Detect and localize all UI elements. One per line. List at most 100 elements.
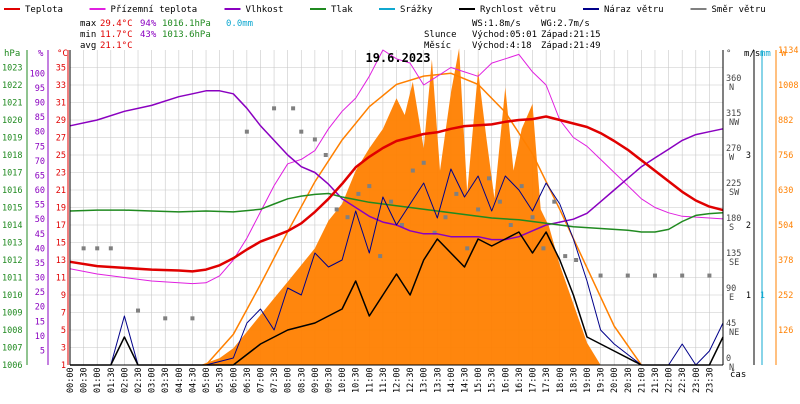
rain-axis-unit: mm <box>760 49 771 59</box>
wind-direction-point <box>465 246 470 251</box>
stat-temp: 21.1°C <box>100 41 133 51</box>
wind-direction-point <box>272 106 277 111</box>
direction-tick-dir: E <box>729 293 734 303</box>
direction-tick-dir: N <box>729 83 734 93</box>
x-tick-label: 20:30 <box>624 367 634 393</box>
stat-hum: 94% <box>140 19 157 29</box>
x-tick-label: 13:00 <box>420 367 430 393</box>
humidity-tick-label: 65 <box>35 171 45 181</box>
legend-entry: Vlhkost <box>246 5 284 15</box>
humidity-tick-label: 40 <box>35 244 45 254</box>
wind-direction-point <box>707 273 712 278</box>
lines <box>69 49 724 366</box>
x-tick-label: 09:30 <box>324 367 334 393</box>
pressure-tick-label: 1009 <box>2 309 22 319</box>
pressure-tick-label: 1021 <box>2 99 22 109</box>
series-line-gust <box>70 168 724 366</box>
legend-entry: Rychlost větru <box>480 5 556 15</box>
wind-direction-point <box>108 246 113 251</box>
pressure-tick-label: 1010 <box>2 291 22 301</box>
humidity-tick-label: 20 <box>35 303 45 313</box>
x-tick-label: 07:30 <box>270 367 280 393</box>
x-tick-label: 02:00 <box>120 367 130 393</box>
wind-tick-label: 3 <box>746 151 751 161</box>
x-tick-label: 23:30 <box>705 367 715 393</box>
wind-direction-point <box>476 207 481 212</box>
humidity-tick-label: 70 <box>35 157 45 167</box>
temperature-tick-label: 9 <box>61 291 66 301</box>
chart-title: 19.6.2023 <box>365 51 430 65</box>
x-tick-label: 21:30 <box>651 367 661 393</box>
wind-direction-point <box>399 223 404 227</box>
wind-direction-point <box>421 160 426 165</box>
stat-label: avg <box>80 41 96 51</box>
stat-press: 1013.6hPa <box>162 30 211 40</box>
wind-tick-label: 1 <box>746 291 751 301</box>
x-tick-label: 20:00 <box>610 367 620 393</box>
wind-direction-point <box>410 168 415 173</box>
sun-label: Slunce <box>424 30 457 40</box>
pressure-axis-unit: hPa <box>4 49 20 59</box>
wind-direction-point <box>299 129 304 134</box>
humidity-tick-label: 25 <box>35 288 45 298</box>
stat-temp: 29.4°C <box>100 19 133 29</box>
solar-tick-label: 1134 <box>778 46 798 56</box>
x-tick-label: 18:30 <box>569 367 579 393</box>
temperature-tick-label: 17 <box>56 221 66 231</box>
solar-tick-label: 378 <box>778 256 793 266</box>
humidity-tick-label: 55 <box>35 201 45 211</box>
stat-temp: 11.7°C <box>100 30 133 40</box>
legend-entry: Přízemní teplota <box>111 5 198 15</box>
humidity-tick-label: 30 <box>35 274 45 284</box>
moonrise: Východ:4:18 <box>472 41 532 51</box>
wind-direction-point <box>432 230 437 235</box>
series-line-press <box>69 192 724 233</box>
direction-tick-deg: 45 <box>726 319 736 329</box>
wind-direction-point <box>552 199 557 204</box>
humidity-tick-label: 60 <box>35 186 45 196</box>
wind-direction-point <box>345 215 350 220</box>
x-tick-label: 23:00 <box>692 367 702 393</box>
stat-label: min <box>80 30 96 40</box>
x-tick-label: 04:30 <box>188 367 198 393</box>
wind-direction-point <box>625 273 630 278</box>
humidity-tick-label: 45 <box>35 230 45 240</box>
axes: 00:00 00:30 01:00 01:30 02:00 02:30 03:00 03:30… <box>2 46 798 393</box>
direction-tick-dir: SE <box>729 258 739 268</box>
wind-direction-point <box>652 273 657 278</box>
x-tick-label: 14:30 <box>461 367 471 393</box>
pressure-tick-label: 1020 <box>2 116 22 126</box>
pressure-tick-label: 1006 <box>2 361 22 371</box>
x-tick-label: 15:30 <box>488 367 498 393</box>
humidity-tick-label: 75 <box>35 142 45 152</box>
pressure-tick-label: 1019 <box>2 134 22 144</box>
temperature-tick-label: 1 <box>61 361 66 371</box>
wind-direction-point <box>497 199 502 204</box>
pressure-tick-label: 1017 <box>2 169 22 179</box>
temperature-axis-unit: °C <box>57 49 68 59</box>
solar-tick-label: 252 <box>778 291 793 301</box>
wind-speed-info: WS:1.8m/s <box>472 19 521 29</box>
wind-direction-point <box>443 215 448 220</box>
series-line-temp <box>69 115 724 273</box>
pressure-tick-label: 1013 <box>2 239 22 249</box>
legend-entry: Tlak <box>331 5 353 15</box>
solar-tick-label: 126 <box>778 326 793 336</box>
direction-tick-deg: 135 <box>726 249 741 259</box>
humidity-tick-label: 100 <box>30 69 45 79</box>
humidity-tick-label: 85 <box>35 113 45 123</box>
wind-direction-point <box>680 273 685 278</box>
temperature-tick-label: 11 <box>56 274 66 284</box>
x-tick-label: 05:00 <box>202 367 212 393</box>
x-tick-label: 13:30 <box>433 367 443 393</box>
x-tick-label: 10:30 <box>352 367 362 393</box>
wind-direction-point <box>454 191 459 196</box>
wind-direction-point <box>95 246 100 251</box>
pressure-tick-label: 1016 <box>2 186 22 196</box>
x-tick-label: 22:00 <box>665 367 675 393</box>
wind-direction-point <box>136 308 141 313</box>
x-tick-label: 01:30 <box>107 367 117 393</box>
temperature-tick-label: 13 <box>56 256 66 266</box>
direction-axis-unit: ° <box>726 49 731 59</box>
direction-tick-deg: 315 <box>726 109 741 119</box>
